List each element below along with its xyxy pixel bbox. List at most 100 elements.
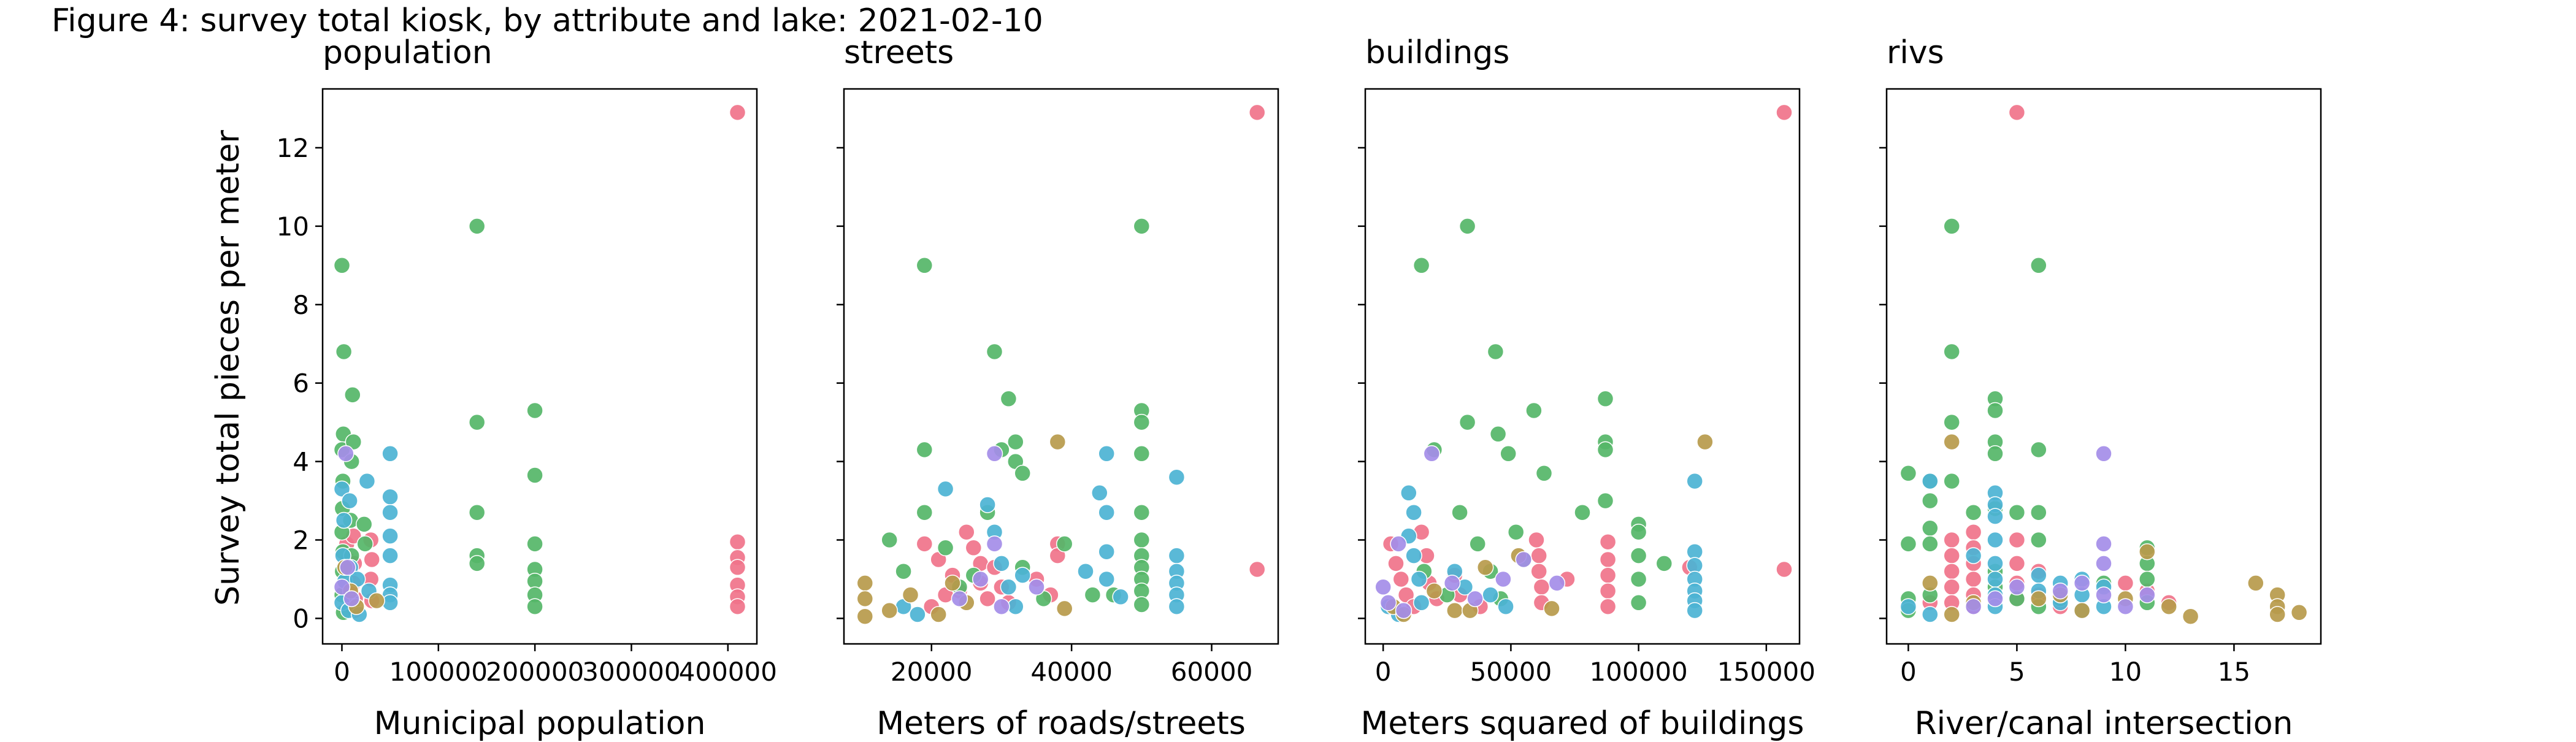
data-point (1248, 560, 1266, 578)
data-point (335, 511, 353, 529)
data-point (1943, 606, 1960, 623)
data-point (1515, 551, 1532, 568)
data-point (2139, 586, 2156, 603)
data-point (468, 218, 486, 235)
data-point (1098, 570, 1115, 588)
data-point (1056, 600, 1073, 618)
y-tick-label: 0 (293, 603, 309, 633)
panel-streets: 20000 40000 60000 (837, 88, 1279, 687)
data-point (1943, 547, 1960, 564)
data-point (381, 527, 399, 545)
data-point (381, 445, 399, 462)
data-point (1943, 343, 1960, 361)
data-point (979, 496, 996, 513)
data-point (1000, 578, 1018, 596)
data-point (909, 606, 926, 623)
data-point (1133, 531, 1151, 549)
data-point (1507, 523, 1525, 541)
data-point (1390, 535, 1407, 553)
data-point (1599, 533, 1617, 551)
data-point (343, 590, 360, 608)
data-point (1489, 426, 1507, 443)
data-point (1922, 606, 1939, 623)
data-point (1597, 390, 1614, 408)
data-point (729, 559, 746, 576)
data-point (344, 386, 361, 404)
x-tick-label: 20000 (891, 657, 973, 687)
data-point (1084, 586, 1102, 603)
data-point (1495, 570, 1512, 588)
data-point (1168, 547, 1186, 564)
data-point (1535, 465, 1553, 482)
data-point (1528, 531, 1545, 549)
data-point (1525, 402, 1543, 419)
data-point (1599, 598, 1617, 615)
data-point (1696, 433, 1714, 451)
data-point (1943, 578, 1960, 596)
data-point (1630, 594, 1647, 611)
panel-title-rivs: rivs (1887, 34, 1944, 71)
data-point (729, 598, 746, 615)
data-point (2095, 586, 2112, 603)
data-point (944, 575, 961, 592)
data-point (368, 592, 385, 610)
data-point (1133, 218, 1151, 235)
data-point (363, 551, 380, 568)
data-point (358, 472, 376, 490)
data-point (1943, 218, 1960, 235)
data-point (1056, 535, 1073, 553)
data-point (856, 608, 874, 625)
data-point (986, 535, 1003, 553)
data-point (381, 503, 399, 521)
figure-title: Figure 4: survey total kiosk, by attribu… (52, 2, 1043, 39)
data-point (2160, 598, 2177, 615)
y-tick-label: 10 (277, 212, 309, 242)
axes-frame (1885, 88, 2322, 645)
data-point (729, 104, 746, 121)
data-point (2030, 257, 2047, 274)
data-point (1987, 590, 2004, 608)
data-point (1630, 547, 1647, 564)
y-tick-label: 8 (293, 290, 309, 320)
data-point (1987, 570, 2004, 588)
x-tick-label: 0 (1375, 657, 1392, 687)
data-point (1091, 484, 1108, 502)
data-point (335, 343, 353, 361)
panel-title-population: population (323, 34, 493, 71)
data-point (993, 598, 1010, 615)
data-point (2030, 590, 2047, 608)
data-point (345, 433, 362, 451)
data-point (1487, 343, 1505, 361)
x-tick-label: 200000 (486, 657, 584, 687)
data-point (1482, 586, 1499, 603)
data-point (916, 535, 933, 553)
data-point (979, 590, 996, 608)
data-point (355, 516, 373, 533)
data-point (2030, 441, 2047, 459)
data-point (1597, 492, 1614, 510)
data-point (1943, 413, 1960, 431)
data-point (333, 257, 351, 274)
data-point (339, 559, 356, 576)
x-tick-label: 40000 (1030, 657, 1113, 687)
data-point (1374, 578, 1392, 596)
data-point (916, 441, 933, 459)
data-point (937, 480, 954, 498)
data-point (1686, 472, 1703, 490)
data-point (1987, 445, 2004, 462)
data-point (1497, 598, 1514, 615)
data-point (2008, 503, 2026, 521)
x-tick-label: 300000 (582, 657, 680, 687)
data-point (1776, 560, 1793, 578)
data-point (526, 535, 543, 553)
data-point (1530, 562, 1547, 580)
data-point (1248, 104, 1266, 121)
axes-frame (321, 88, 758, 645)
data-point (1395, 602, 1413, 619)
x-tick-label: 15 (2218, 657, 2250, 687)
data-point (856, 575, 874, 592)
data-point (2095, 555, 2112, 572)
data-point (1965, 547, 1982, 564)
data-point (1451, 503, 1468, 521)
data-point (1405, 503, 1422, 521)
